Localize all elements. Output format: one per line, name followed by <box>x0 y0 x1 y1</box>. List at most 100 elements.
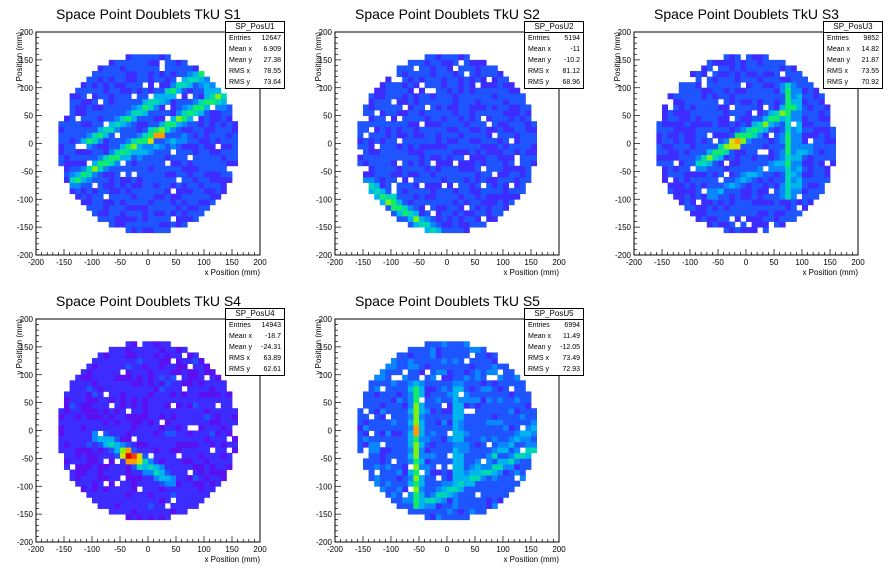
heatmap-bin <box>220 447 227 454</box>
heatmap-bin <box>181 374 188 381</box>
heatmap-bin <box>662 126 668 133</box>
heatmap-bin <box>751 204 758 211</box>
heatmap-bin <box>136 71 143 77</box>
heatmap-bin <box>226 408 233 415</box>
heatmap-bin <box>424 514 431 521</box>
heatmap-bin <box>424 346 431 353</box>
heatmap-bin <box>424 491 431 498</box>
heatmap-bin <box>131 121 138 128</box>
heatmap-bin <box>148 188 154 195</box>
heatmap-bin <box>402 126 409 133</box>
heatmap-bin <box>480 193 487 200</box>
heatmap-bin <box>164 193 171 200</box>
heatmap-bin <box>706 137 713 144</box>
heatmap-bin <box>762 110 769 117</box>
heatmap-bin <box>463 441 470 448</box>
heatmap-bin <box>153 346 160 353</box>
heatmap-bin <box>204 441 210 448</box>
heatmap-bin <box>164 397 171 404</box>
heatmap-bin <box>430 104 437 111</box>
heatmap-bin <box>706 65 713 72</box>
heatmap-bin <box>164 76 171 83</box>
heatmap-bin <box>774 110 780 117</box>
heatmap-bin <box>469 413 476 420</box>
heatmap-bin <box>458 397 465 404</box>
x-tick-label: -150 <box>355 258 372 267</box>
heatmap-bin <box>108 502 115 509</box>
heatmap-bin <box>419 193 425 200</box>
heatmap-bin <box>86 447 93 454</box>
heatmap-bin <box>712 188 719 195</box>
heatmap-bin <box>125 413 132 420</box>
heatmap-bin <box>114 497 121 504</box>
heatmap-bin <box>785 193 792 200</box>
heatmap-bin <box>192 137 199 144</box>
heatmap-bin <box>469 402 476 409</box>
heatmap-bin <box>458 199 465 206</box>
heatmap-bin <box>435 54 442 61</box>
heatmap-bin <box>379 402 386 409</box>
heatmap-bin <box>192 104 199 111</box>
heatmap-bin <box>435 341 442 348</box>
axes <box>35 31 261 256</box>
y-tick-label: 150 <box>20 343 34 352</box>
heatmap-bin <box>86 82 93 89</box>
heatmap-bin <box>519 165 526 172</box>
heatmap-bin <box>114 182 121 189</box>
heatmap-bin <box>108 469 115 476</box>
heatmap-bin <box>807 132 814 139</box>
heatmap-bin <box>58 430 65 437</box>
heatmap-bin <box>209 380 216 387</box>
heatmap-bin <box>97 204 104 211</box>
heatmap-bin <box>519 121 526 128</box>
heatmap-bin <box>469 458 476 465</box>
heatmap-bin <box>153 76 160 83</box>
heatmap-bin <box>491 397 498 404</box>
heatmap-bin <box>92 441 98 448</box>
heatmap-bin <box>136 59 143 66</box>
heatmap-bin <box>768 171 775 178</box>
heatmap-bin <box>701 115 708 122</box>
heatmap-bin <box>525 115 532 122</box>
heatmap-bin <box>718 137 724 144</box>
heatmap-bin <box>424 182 431 189</box>
heatmap-bin <box>148 165 154 172</box>
heatmap-bin <box>469 502 476 509</box>
heatmap-bin <box>486 171 493 178</box>
heatmap-bin <box>148 98 154 105</box>
heatmap-bin <box>114 154 121 161</box>
heatmap-bin <box>153 408 160 415</box>
heatmap-bin <box>475 98 481 105</box>
heatmap-bin <box>215 385 222 392</box>
heatmap-bin <box>458 154 465 161</box>
heatmap-bin <box>531 419 537 426</box>
heatmap-bin <box>92 430 98 437</box>
heatmap-bin <box>131 210 138 217</box>
heatmap-bin <box>690 93 696 100</box>
heatmap-bin <box>153 182 160 189</box>
heatmap-bin <box>480 59 487 66</box>
heatmap-bin <box>209 436 216 443</box>
heatmap-bin <box>480 204 487 211</box>
heatmap-bin <box>153 65 160 72</box>
heatmap-bin <box>407 475 414 482</box>
heatmap-bin <box>768 215 775 222</box>
heatmap-bin <box>407 204 414 211</box>
heatmap-bin <box>503 491 509 498</box>
heatmap-bin <box>226 402 233 409</box>
heatmap-bin <box>779 221 786 228</box>
heatmap-bin <box>220 154 227 161</box>
stats-value: -10.2 <box>564 57 580 64</box>
heatmap-bin <box>385 469 392 476</box>
heatmap-bin <box>701 87 708 94</box>
heatmap-bin <box>463 143 470 150</box>
heatmap-bin <box>706 154 713 161</box>
heatmap-bin <box>768 87 775 94</box>
heatmap-bin <box>695 176 702 183</box>
heatmap-bin <box>64 436 70 443</box>
heatmap-bin <box>170 436 177 443</box>
heatmap-bin <box>779 59 786 66</box>
heatmap-bin <box>159 149 166 156</box>
heatmap-bin <box>192 385 199 392</box>
heatmap-bin <box>407 497 414 504</box>
